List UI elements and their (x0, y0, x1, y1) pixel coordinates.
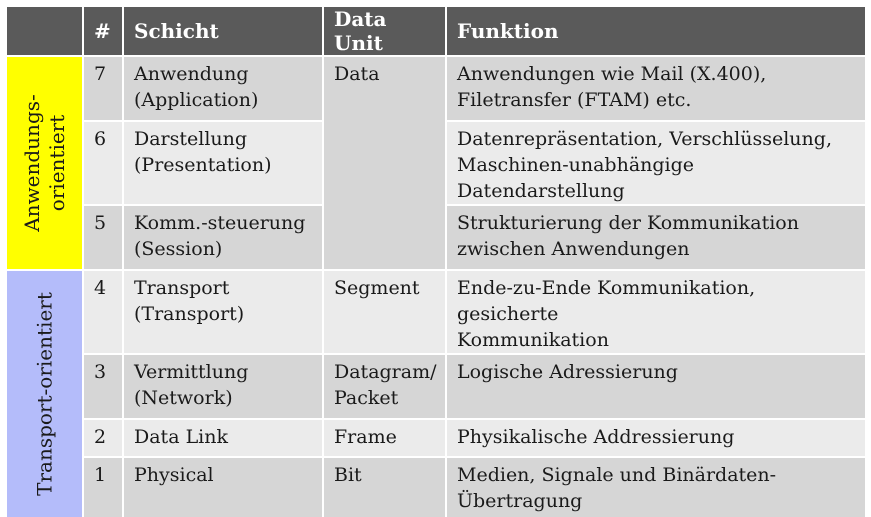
layer-function: Medien, Signale und Binärdaten- Übertrag… (446, 456, 865, 517)
osi-model-slide: # Schicht Data Unit Funktion Anwendungs-… (7, 7, 865, 517)
layer-number: 7 (83, 55, 124, 121)
data-unit: Datagram/ Packet (323, 353, 447, 419)
group-application-oriented: Anwendungs- orientiert (7, 55, 84, 270)
table-row: Transport-orientiert 4 Transport (Transp… (7, 269, 865, 517)
layer-number: 6 (83, 120, 124, 205)
layer-name: Physical (123, 456, 324, 517)
layer-name: Komm.-steuerung (Session) (123, 204, 324, 270)
layer-name: Transport (Transport) (123, 269, 324, 354)
layer-function: Strukturierung der Kommunikation zwische… (446, 204, 865, 270)
layer-name: Data Link (123, 418, 324, 457)
layer-function: Physikalische Addressierung (446, 418, 865, 457)
group-label-transport: Transport-orientiert (32, 292, 56, 496)
layer-name: Darstellung (Presentation) (123, 120, 324, 205)
layer-number: 3 (83, 353, 124, 419)
data-unit: Data (323, 55, 447, 270)
table-row: 2 Data Link Frame Physikalische Addressi… (7, 418, 865, 457)
layer-function: Datenrepräsentation, Verschlüsselung, Ma… (446, 120, 865, 205)
table-row: 3 Vermittlung (Network) Datagram/ Packet… (7, 353, 865, 419)
table-row: Anwendungs- orientiert 7 Anwendung (Appl… (7, 55, 865, 270)
header-funktion: Funktion (446, 7, 865, 56)
group-transport-oriented: Transport-orientiert (7, 269, 84, 517)
layer-number: 2 (83, 418, 124, 457)
osi-layer-table: # Schicht Data Unit Funktion Anwendungs-… (7, 7, 865, 517)
data-unit: Frame (323, 418, 447, 457)
layer-function: Ende-zu-Ende Kommunikation, gesicherte K… (446, 269, 865, 354)
layer-function: Logische Adressierung (446, 353, 865, 419)
header-schicht: Schicht (123, 7, 324, 56)
data-unit: Bit (323, 456, 447, 517)
table-row: 1 Physical Bit Medien, Signale und Binär… (7, 456, 865, 517)
group-label-application: Anwendungs- orientiert (19, 94, 69, 232)
layer-name: Vermittlung (Network) (123, 353, 324, 419)
layer-number: 5 (83, 204, 124, 270)
layer-number: 1 (83, 456, 124, 517)
table-header-row: # Schicht Data Unit Funktion (7, 7, 865, 56)
layer-function: Anwendungen wie Mail (X.400), Filetransf… (446, 55, 865, 121)
header-group-cell (7, 7, 84, 56)
layer-name: Anwendung (Application) (123, 55, 324, 121)
table-row: 6 Darstellung (Presentation) Datenrepräs… (7, 120, 865, 205)
table-row: 5 Komm.-steuerung (Session) Strukturieru… (7, 204, 865, 270)
header-data-unit: Data Unit (323, 7, 447, 56)
layer-number: 4 (83, 269, 124, 354)
header-number: # (83, 7, 124, 56)
data-unit: Segment (323, 269, 447, 354)
